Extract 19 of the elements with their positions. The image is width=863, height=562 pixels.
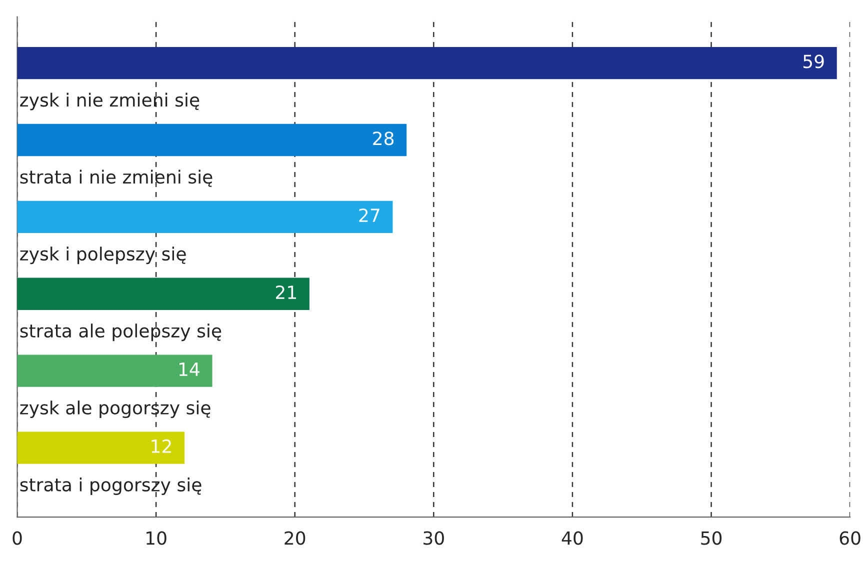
y-tick-label: strata ale polepszy się <box>20 324 222 342</box>
y-tick-label: strata i nie zmieni się <box>20 170 212 187</box>
x-tick-label: 20 <box>284 531 306 545</box>
data-label: 27 <box>359 208 380 222</box>
y-tick-label: zysk i polepszy się <box>20 246 186 264</box>
x-tick-label: 40 <box>562 531 583 545</box>
y-tick-label: strata i pogorszy się <box>20 478 202 495</box>
data-label: 21 <box>276 285 296 299</box>
data-label: 59 <box>803 54 824 68</box>
y-tick-label: zysk i nie zmieni się <box>20 92 200 110</box>
data-label: 28 <box>373 132 394 146</box>
data-label: 12 <box>152 439 171 453</box>
x-tick-label: 30 <box>424 531 444 545</box>
x-tick-label: 50 <box>701 531 722 545</box>
y-tick-label: zysk ale pogorszy się <box>20 400 210 418</box>
x-tick-label: 10 <box>146 531 166 545</box>
x-tick-label: 60 <box>840 531 860 545</box>
x-tick-label: 0 <box>12 531 22 545</box>
data-label: 14 <box>179 362 200 376</box>
